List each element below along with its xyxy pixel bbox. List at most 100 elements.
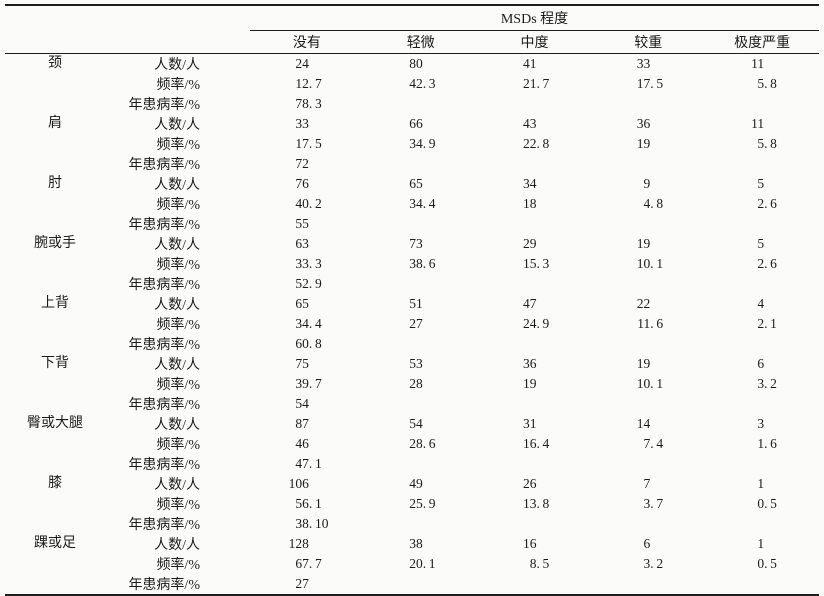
value-cell [591, 94, 705, 114]
header-span-row: MSDs 程度 [5, 5, 819, 30]
value-cell [705, 214, 819, 234]
body-part-cell: 上背 [5, 294, 105, 354]
value-cell: 25. 9 [364, 494, 478, 514]
value-cell: 33. 3 [250, 254, 364, 274]
value-cell: 1 [705, 474, 819, 494]
value-cell: 42. 3 [364, 74, 478, 94]
value-cell: 3. 2 [591, 554, 705, 574]
body-part-cell: 臀或大腿 [5, 414, 105, 474]
value-cell: 38. 6 [364, 254, 478, 274]
metric-label-cell: 年患病率/% [105, 214, 250, 234]
metric-label-cell: 人数/人 [105, 354, 250, 374]
value-cell: 22 [591, 294, 705, 314]
value-cell: 1. 6 [705, 434, 819, 454]
value-cell: 17. 5 [250, 134, 364, 154]
value-cell: 46 [250, 434, 364, 454]
value-cell: 13. 8 [478, 494, 592, 514]
value-cell: 10. 1 [591, 374, 705, 394]
metric-label-cell: 年患病率/% [105, 394, 250, 414]
metric-label-cell: 频率/% [105, 434, 250, 454]
value-cell: 2. 6 [705, 194, 819, 214]
value-cell: 16. 4 [478, 434, 592, 454]
value-cell: 20. 1 [364, 554, 478, 574]
value-cell [364, 214, 478, 234]
value-cell [591, 454, 705, 474]
value-cell [364, 94, 478, 114]
value-cell [478, 334, 592, 354]
value-cell: 34 [478, 174, 592, 194]
column-header-severe: 较重 [591, 30, 705, 53]
value-cell [478, 394, 592, 414]
value-cell: 10. 1 [591, 254, 705, 274]
column-header-extreme: 极度严重 [705, 30, 819, 53]
value-cell: 18 [478, 194, 592, 214]
table-row: 年患病率/%52. 9 [5, 274, 819, 294]
value-cell: 33 [591, 53, 705, 74]
value-cell: 0. 5 [705, 554, 819, 574]
value-cell: 19 [478, 374, 592, 394]
value-cell: 26 [478, 474, 592, 494]
value-cell [591, 154, 705, 174]
value-cell [364, 274, 478, 294]
metric-label-cell: 年患病率/% [105, 334, 250, 354]
metric-label-cell: 人数/人 [105, 534, 250, 554]
header-spacer [5, 5, 250, 30]
value-cell [705, 334, 819, 354]
value-cell: 43 [478, 114, 592, 134]
value-cell: 11 [705, 53, 819, 74]
value-cell [478, 154, 592, 174]
value-cell: 39. 7 [250, 374, 364, 394]
value-cell [478, 274, 592, 294]
value-cell: 3 [705, 414, 819, 434]
value-cell: 34. 4 [364, 194, 478, 214]
value-cell: 9 [591, 174, 705, 194]
value-cell: 2. 1 [705, 314, 819, 334]
value-cell: 80 [364, 53, 478, 74]
value-cell: 5 [705, 234, 819, 254]
value-cell: 12. 7 [250, 74, 364, 94]
value-cell: 36 [478, 354, 592, 374]
value-cell [478, 514, 592, 534]
value-cell: 5. 8 [705, 134, 819, 154]
value-cell: 16 [478, 534, 592, 554]
table-row: 年患病率/%72 [5, 154, 819, 174]
metric-label-cell: 人数/人 [105, 234, 250, 254]
value-cell: 106 [250, 474, 364, 494]
value-cell: 28. 6 [364, 434, 478, 454]
value-cell: 6 [591, 534, 705, 554]
table-row: 年患病率/%60. 8 [5, 334, 819, 354]
metric-label-cell: 频率/% [105, 134, 250, 154]
value-cell [364, 454, 478, 474]
metric-label-cell: 年患病率/% [105, 274, 250, 294]
value-cell: 24 [250, 53, 364, 74]
value-cell [478, 574, 592, 595]
value-cell: 54 [250, 394, 364, 414]
value-cell: 72 [250, 154, 364, 174]
value-cell: 21. 7 [478, 74, 592, 94]
table-row: 年患病率/%54 [5, 394, 819, 414]
value-cell: 38. 10 [250, 514, 364, 534]
value-cell [478, 214, 592, 234]
body-part-cell: 腕或手 [5, 234, 105, 294]
metric-label-cell: 频率/% [105, 554, 250, 574]
value-cell: 28 [364, 374, 478, 394]
metric-label-cell: 频率/% [105, 494, 250, 514]
value-cell: 40. 2 [250, 194, 364, 214]
value-cell [591, 274, 705, 294]
value-cell [364, 154, 478, 174]
value-cell [705, 454, 819, 474]
value-cell: 51 [364, 294, 478, 314]
value-cell: 53 [364, 354, 478, 374]
